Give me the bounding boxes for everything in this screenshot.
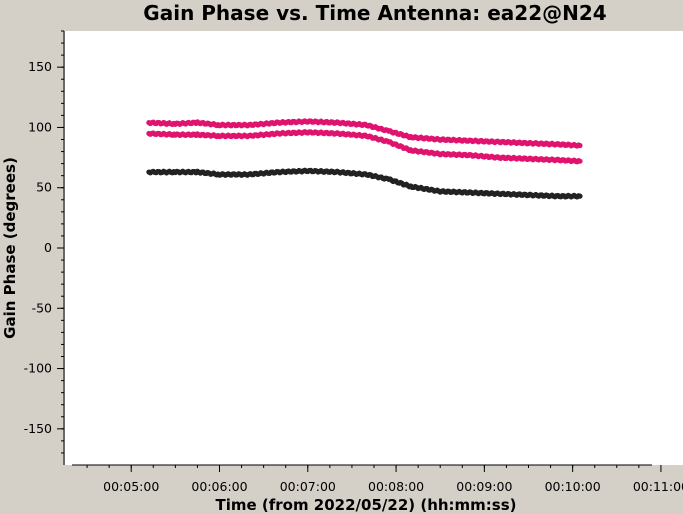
- series-3: [146, 167, 583, 200]
- y-tick-label: 100: [28, 119, 52, 134]
- data-point: [577, 193, 583, 199]
- x-tick-label: 00:10:00: [545, 479, 601, 494]
- y-tick-label: -150: [24, 421, 52, 436]
- data-marks: [146, 118, 583, 200]
- x-tick-label: 00:07:00: [280, 479, 336, 494]
- x-tick-label: 00:11:00: [633, 479, 683, 494]
- series-2: [146, 129, 583, 165]
- x-tick-label: 00:09:00: [456, 479, 512, 494]
- plot-area: [65, 31, 683, 465]
- x-tick-label: 00:05:00: [103, 479, 159, 494]
- data-point: [577, 158, 583, 164]
- x-axis-label: Time (from 2022/05/22) (hh:mm:ss): [215, 496, 516, 514]
- data-point: [577, 142, 583, 149]
- y-tick-label: 0: [44, 240, 52, 255]
- axes: 150 100 50 0 -50 -100 -150 00:05:00 00:06:00 00:0…: [24, 30, 683, 494]
- y-tick-label: 150: [28, 59, 52, 74]
- chart-title: Gain Phase vs. Time Antenna: ea22@N24: [143, 1, 606, 25]
- y-tick-label: -50: [32, 300, 52, 315]
- y-axis-label: Gain Phase (degrees): [1, 157, 19, 339]
- x-tick-label: 00:08:00: [368, 479, 424, 494]
- y-tick-label: -100: [24, 361, 52, 376]
- x-tick-label: 00:06:00: [191, 479, 247, 494]
- y-tick-label: 50: [36, 180, 52, 195]
- series-1: [146, 118, 583, 149]
